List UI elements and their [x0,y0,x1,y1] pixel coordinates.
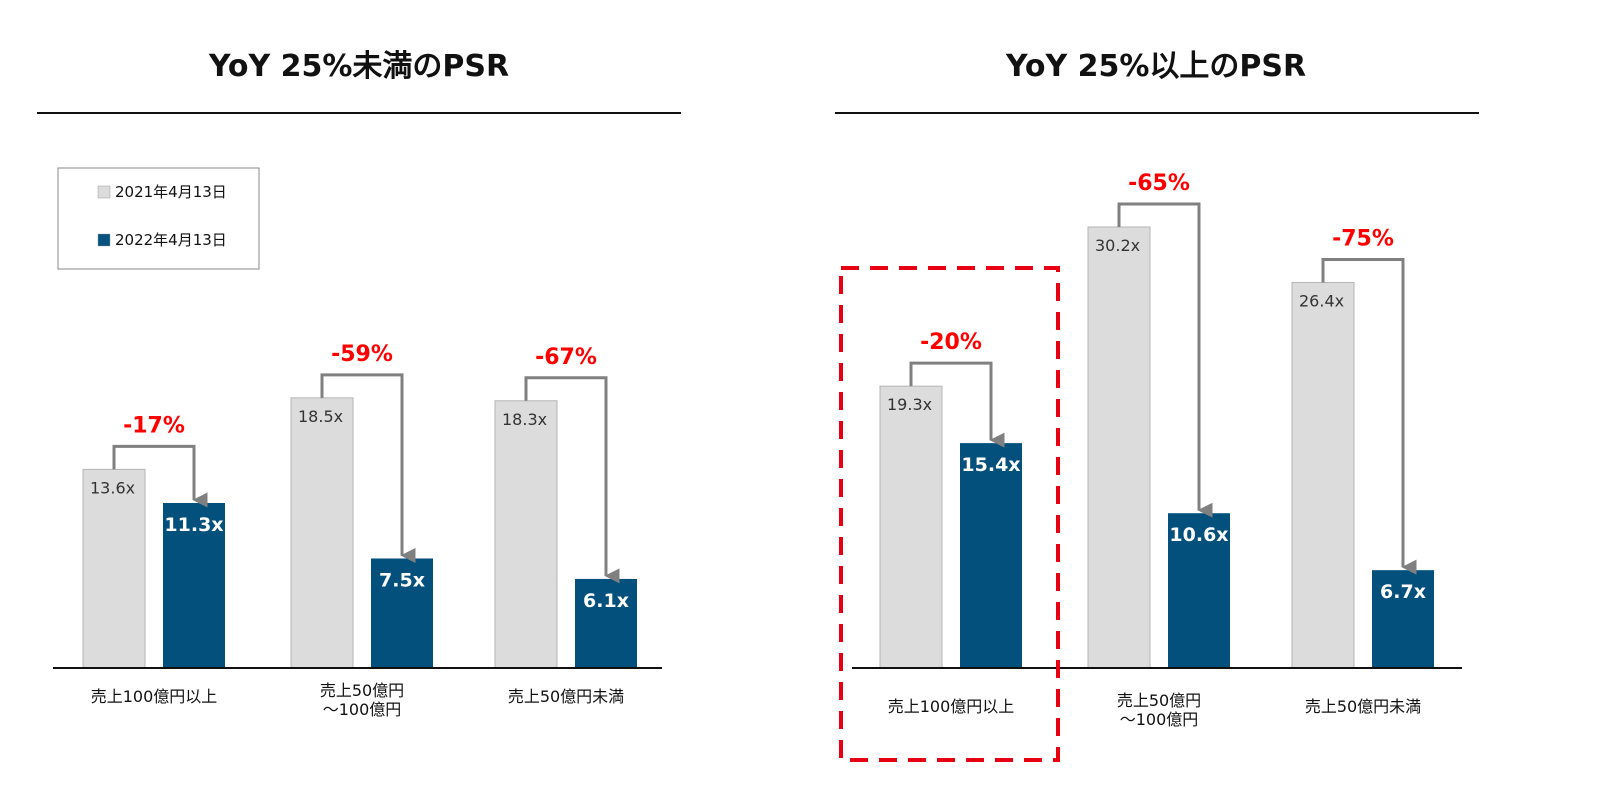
change-arrow [909,361,1005,448]
category-label-line: ～100億円 [1120,710,1199,729]
category-label: 売上50億円～100億円 [320,681,404,719]
category-label-line: 売上100億円以上 [91,687,218,706]
bar-2021 [1291,281,1355,669]
bar-2022 [960,443,1022,668]
change-arrow [1117,202,1213,518]
bar-2021 [494,400,558,669]
category-label-line: 売上100億円以上 [888,697,1015,716]
legend-label: 2021年4月13日 [115,183,227,201]
value-label-2022: 11.3x [164,514,223,536]
category-label: 売上50億円未満 [1305,697,1421,716]
value-label-2021: 13.6x [90,478,135,497]
bar-2022 [1168,513,1230,668]
value-label-2021: 19.3x [887,395,932,414]
chart-title: YoY 25%以上のPSR [1005,49,1306,84]
legend: 2021年4月13日 2022年4月13日 [57,167,260,270]
value-label-2022: 6.1x [583,590,629,612]
change-label: -59% [331,342,393,367]
category-label-line: 売上50億円 [1117,691,1201,710]
bar-2022 [1372,570,1434,668]
bar-2022 [163,502,225,668]
change-label: -67% [535,345,597,370]
category-label: 売上100億円以上 [888,697,1015,716]
legend-swatch [97,233,111,247]
category-label: 売上100億円以上 [91,687,218,706]
change-label: -20% [920,330,982,355]
value-label-2021: 30.2x [1095,236,1140,255]
value-label-2021: 18.5x [298,407,343,426]
chart-panel-2: YoY 25%以上のPSR 19.3x 15.4x -20% 売上100億円以上 30.2… [835,49,1479,762]
category-label: 売上50億円～100億円 [1117,691,1201,729]
bar-2022 [371,558,433,668]
change-arrow [1321,257,1417,575]
value-label-2022: 10.6x [1169,524,1228,546]
change-arrow [524,376,620,584]
bar-2021 [1087,226,1151,669]
value-label-2022: 15.4x [961,454,1020,476]
legend-swatch [97,185,111,199]
bar-2021 [879,385,943,669]
change-arrow [320,373,416,563]
chart-title: YoY 25%未満のPSR [208,49,509,84]
bar-2022 [575,578,637,668]
bar-2021 [290,397,354,669]
category-label-line: ～100億円 [323,700,402,719]
highlight-box [839,266,1060,762]
value-label-2022: 6.7x [1380,581,1426,603]
change-arrow [112,444,208,508]
category-label: 売上50億円未満 [508,687,624,706]
legend-label: 2022年4月13日 [115,231,227,249]
category-label-line: 売上50億円 [320,681,404,700]
legend-box [57,167,260,270]
change-label: -17% [123,413,185,438]
change-label: -65% [1128,171,1190,196]
category-label-line: 売上50億円未満 [508,687,624,706]
value-label-2022: 7.5x [379,569,425,591]
category-label-line: 売上50億円未満 [1305,697,1421,716]
value-label-2021: 18.3x [502,410,547,429]
chart-panel-1: YoY 25%未満のPSR 13.6x 11.3x -17% 売上100億円以上 18.5… [37,49,681,719]
value-label-2021: 26.4x [1299,291,1344,310]
change-label: -75% [1332,226,1394,251]
bar-2021 [82,468,146,669]
